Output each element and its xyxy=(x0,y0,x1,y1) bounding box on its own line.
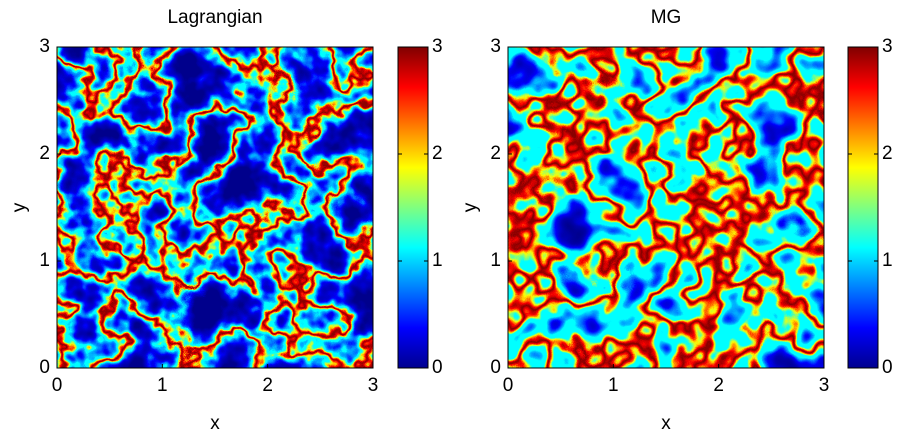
x-tick-label: 2 xyxy=(713,375,724,396)
axes-box xyxy=(507,46,825,369)
y-tick-label: 2 xyxy=(490,143,501,164)
colorbar-tick-label: 2 xyxy=(432,143,443,164)
colorbar-tick-label: 1 xyxy=(882,250,893,271)
x-tick-label: 2 xyxy=(262,375,273,396)
colorbar xyxy=(397,46,429,369)
x-tick-label: 3 xyxy=(368,375,379,396)
x-axis-label: x xyxy=(661,413,671,434)
x-axis-label: x xyxy=(210,413,220,434)
y-tick-label: 0 xyxy=(490,357,501,378)
colorbar-tick-label: 0 xyxy=(432,357,443,378)
colorbar xyxy=(847,46,879,369)
x-tick-label: 3 xyxy=(819,375,830,396)
y-tick-label: 1 xyxy=(490,250,501,271)
colorbar-tick-label: 2 xyxy=(882,143,893,164)
y-tick-label: 2 xyxy=(39,143,50,164)
colorbar-tick-label: 3 xyxy=(432,36,443,57)
field-image xyxy=(508,47,824,368)
colorbar-tick-label: 1 xyxy=(432,250,443,271)
y-tick-label: 0 xyxy=(39,357,50,378)
x-tick-label: 0 xyxy=(52,375,63,396)
y-tick-label: 1 xyxy=(39,250,50,271)
field-image xyxy=(57,47,373,368)
y-tick-label: 3 xyxy=(490,36,501,57)
panel-title: Lagrangian xyxy=(167,7,262,28)
x-tick-label: 1 xyxy=(608,375,619,396)
colorbar-tick-label: 0 xyxy=(882,357,893,378)
x-tick-label: 0 xyxy=(503,375,514,396)
y-axis-label: y xyxy=(9,202,30,212)
panel-title: MG xyxy=(651,7,682,28)
colorbar-tick-label: 3 xyxy=(882,36,893,57)
axes-box xyxy=(56,46,374,369)
x-tick-label: 1 xyxy=(157,375,168,396)
y-axis-label: y xyxy=(460,202,481,212)
y-tick-label: 3 xyxy=(39,36,50,57)
